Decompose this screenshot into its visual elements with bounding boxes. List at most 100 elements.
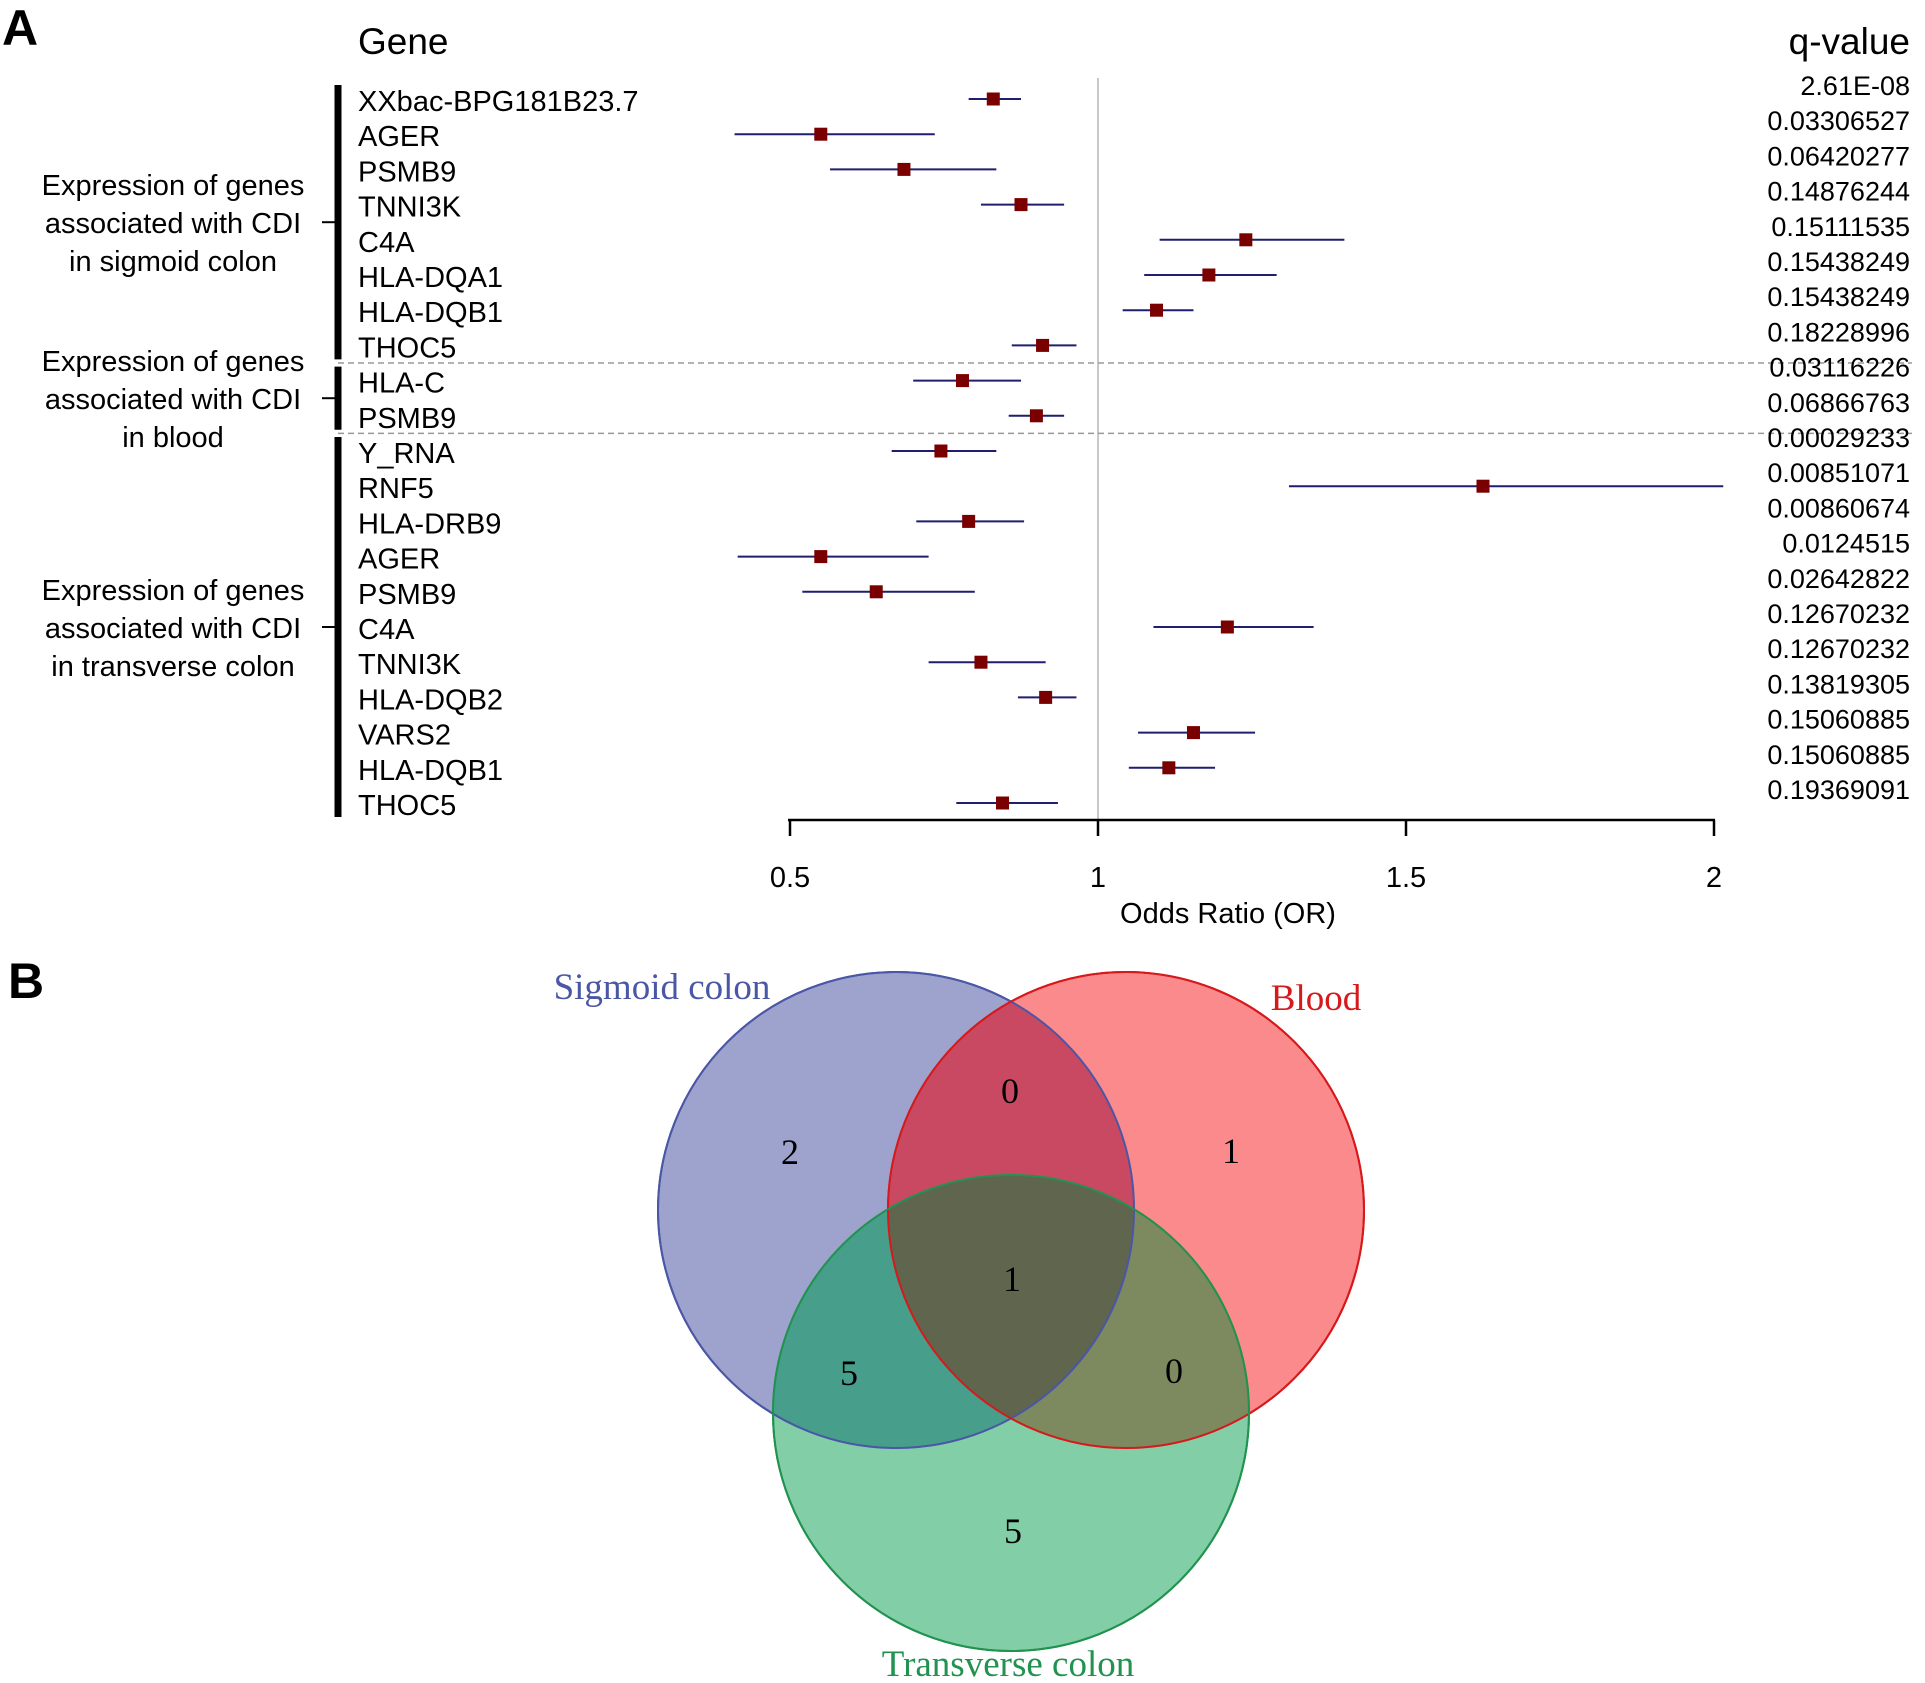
odds-ratio-point	[1239, 233, 1253, 247]
forest-rows: XXbac-BPG181B23.7 2.61E-08 AGER 0.03306527 P…	[358, 71, 1910, 822]
gene-label: C4A	[358, 614, 415, 646]
forest-row: TNNI3K 0.12670232	[358, 634, 1910, 681]
forest-row: C4A 0.15111535	[358, 212, 1910, 259]
gene-label: THOC5	[358, 790, 456, 822]
x-tick-label: 0.5	[770, 862, 810, 894]
gene-label: RNF5	[358, 473, 434, 505]
odds-ratio-point	[1476, 479, 1490, 493]
venn-count-transverse-only: 5	[1004, 1511, 1022, 1551]
forest-row: PSMB9 0.02642822	[358, 564, 1910, 611]
odds-ratio-point	[814, 127, 828, 141]
odds-ratio-point	[1150, 303, 1164, 317]
odds-ratio-point	[1036, 338, 1050, 352]
q-value-header: q-value	[1789, 21, 1910, 62]
venn-diagram: Sigmoid colon Blood Transverse colon 2 1…	[554, 967, 1365, 1683]
group-label: in blood	[122, 422, 224, 454]
forest-row: HLA-DQB1 0.15438249	[358, 282, 1910, 329]
forest-row: THOC5 0.19369091	[358, 775, 1910, 822]
x-tick-label: 1.5	[1386, 862, 1426, 894]
q-value-label: 0.00860674	[1767, 493, 1910, 523]
q-value-label: 0.14876244	[1767, 177, 1910, 207]
forest-row: Y_RNA 0.00029233	[358, 423, 1910, 470]
q-value-label: 0.06866763	[1767, 388, 1910, 418]
forest-row: HLA-DQB1 0.15060885	[358, 740, 1910, 787]
venn-count-sigmoid-only: 2	[781, 1132, 799, 1172]
panel-label-a: A	[2, 0, 38, 56]
odds-ratio-point	[934, 444, 948, 458]
forest-row: PSMB9 0.06866763	[358, 388, 1910, 435]
gene-label: HLA-DQB2	[358, 684, 503, 716]
q-value-label: 0.13819305	[1767, 669, 1910, 699]
x-axis: 0.5 1 1.5 2	[770, 818, 1722, 894]
odds-ratio-point	[897, 162, 911, 176]
venn-label-sigmoid: Sigmoid colon	[554, 967, 771, 1008]
q-value-label: 0.15438249	[1767, 247, 1910, 277]
panel-label-b: B	[8, 953, 44, 1009]
q-value-label: 0.18228996	[1767, 317, 1910, 347]
forest-row: THOC5 0.18228996	[358, 317, 1910, 364]
q-value-label: 0.0124515	[1782, 529, 1910, 559]
q-value-label: 0.19369091	[1767, 775, 1910, 805]
forest-row: AGER 0.0124515	[358, 529, 1910, 576]
q-value-label: 0.00851071	[1767, 458, 1910, 488]
x-axis-label: Odds Ratio (OR)	[1120, 898, 1336, 930]
gene-label: HLA-DQB1	[358, 755, 503, 787]
gene-label: HLA-C	[358, 368, 445, 400]
forest-plot: Gene q-value Expression of genes associat…	[42, 21, 1912, 930]
forest-row: PSMB9 0.06420277	[358, 141, 1910, 188]
gene-label: VARS2	[358, 720, 451, 752]
odds-ratio-point	[814, 550, 828, 564]
gene-label: AGER	[358, 121, 440, 153]
q-value-label: 0.15438249	[1767, 282, 1910, 312]
group-label: Expression of genes	[42, 346, 305, 378]
q-value-label: 0.00029233	[1767, 423, 1910, 453]
group-label: associated with CDI	[45, 613, 301, 645]
x-tick-label: 1	[1090, 862, 1106, 894]
q-value-label: 0.15060885	[1767, 740, 1910, 770]
q-value-label: 0.15060885	[1767, 705, 1910, 735]
gene-label: HLA-DQA1	[358, 262, 503, 294]
q-value-label: 0.03116226	[1769, 353, 1910, 383]
venn-count-blood-only: 1	[1222, 1131, 1240, 1171]
q-value-label: 0.12670232	[1767, 634, 1910, 664]
odds-ratio-point	[1014, 198, 1028, 212]
venn-count-all: 1	[1003, 1259, 1021, 1299]
group-label: associated with CDI	[45, 384, 301, 416]
venn-count-blood-transverse: 0	[1165, 1351, 1183, 1391]
forest-row: HLA-DQA1 0.15438249	[358, 247, 1910, 294]
group-separators	[338, 362, 1912, 435]
odds-ratio-point	[962, 514, 976, 528]
gene-label: TNNI3K	[358, 649, 462, 681]
gene-label: XXbac-BPG181B23.7	[358, 86, 639, 118]
odds-ratio-point	[1202, 268, 1216, 282]
group-label: in transverse colon	[51, 651, 294, 683]
gene-label: THOC5	[358, 332, 456, 364]
venn-count-sigmoid-transverse: 5	[840, 1353, 858, 1393]
gene-label: TNNI3K	[358, 192, 462, 224]
odds-ratio-point	[974, 655, 988, 669]
gene-label: C4A	[358, 227, 415, 259]
group-label: associated with CDI	[45, 208, 301, 240]
gene-label: Y_RNA	[358, 438, 455, 470]
group-brackets: Expression of genes associated with CDI in…	[42, 85, 342, 817]
q-value-label: 0.12670232	[1767, 599, 1910, 629]
gene-label: PSMB9	[358, 156, 456, 188]
q-value-label: 0.06420277	[1767, 141, 1910, 171]
forest-row: AGER 0.03306527	[358, 106, 1910, 153]
odds-ratio-point	[1039, 690, 1053, 704]
odds-ratio-point	[1186, 726, 1200, 740]
odds-ratio-point	[1029, 409, 1043, 423]
odds-ratio-point	[869, 585, 883, 599]
forest-row: VARS2 0.15060885	[358, 705, 1910, 752]
forest-row: RNF5 0.00851071	[358, 458, 1910, 505]
venn-label-transverse: Transverse colon	[882, 1644, 1134, 1683]
gene-header: Gene	[358, 21, 449, 62]
group-label: Expression of genes	[42, 575, 305, 607]
group-label: in sigmoid colon	[69, 246, 277, 278]
forest-row: HLA-DRB9 0.00860674	[358, 493, 1910, 540]
x-tick-label: 2	[1706, 862, 1722, 894]
odds-ratio-point	[996, 796, 1010, 810]
gene-label: HLA-DRB9	[358, 508, 501, 540]
q-value-label: 0.03306527	[1767, 106, 1910, 136]
